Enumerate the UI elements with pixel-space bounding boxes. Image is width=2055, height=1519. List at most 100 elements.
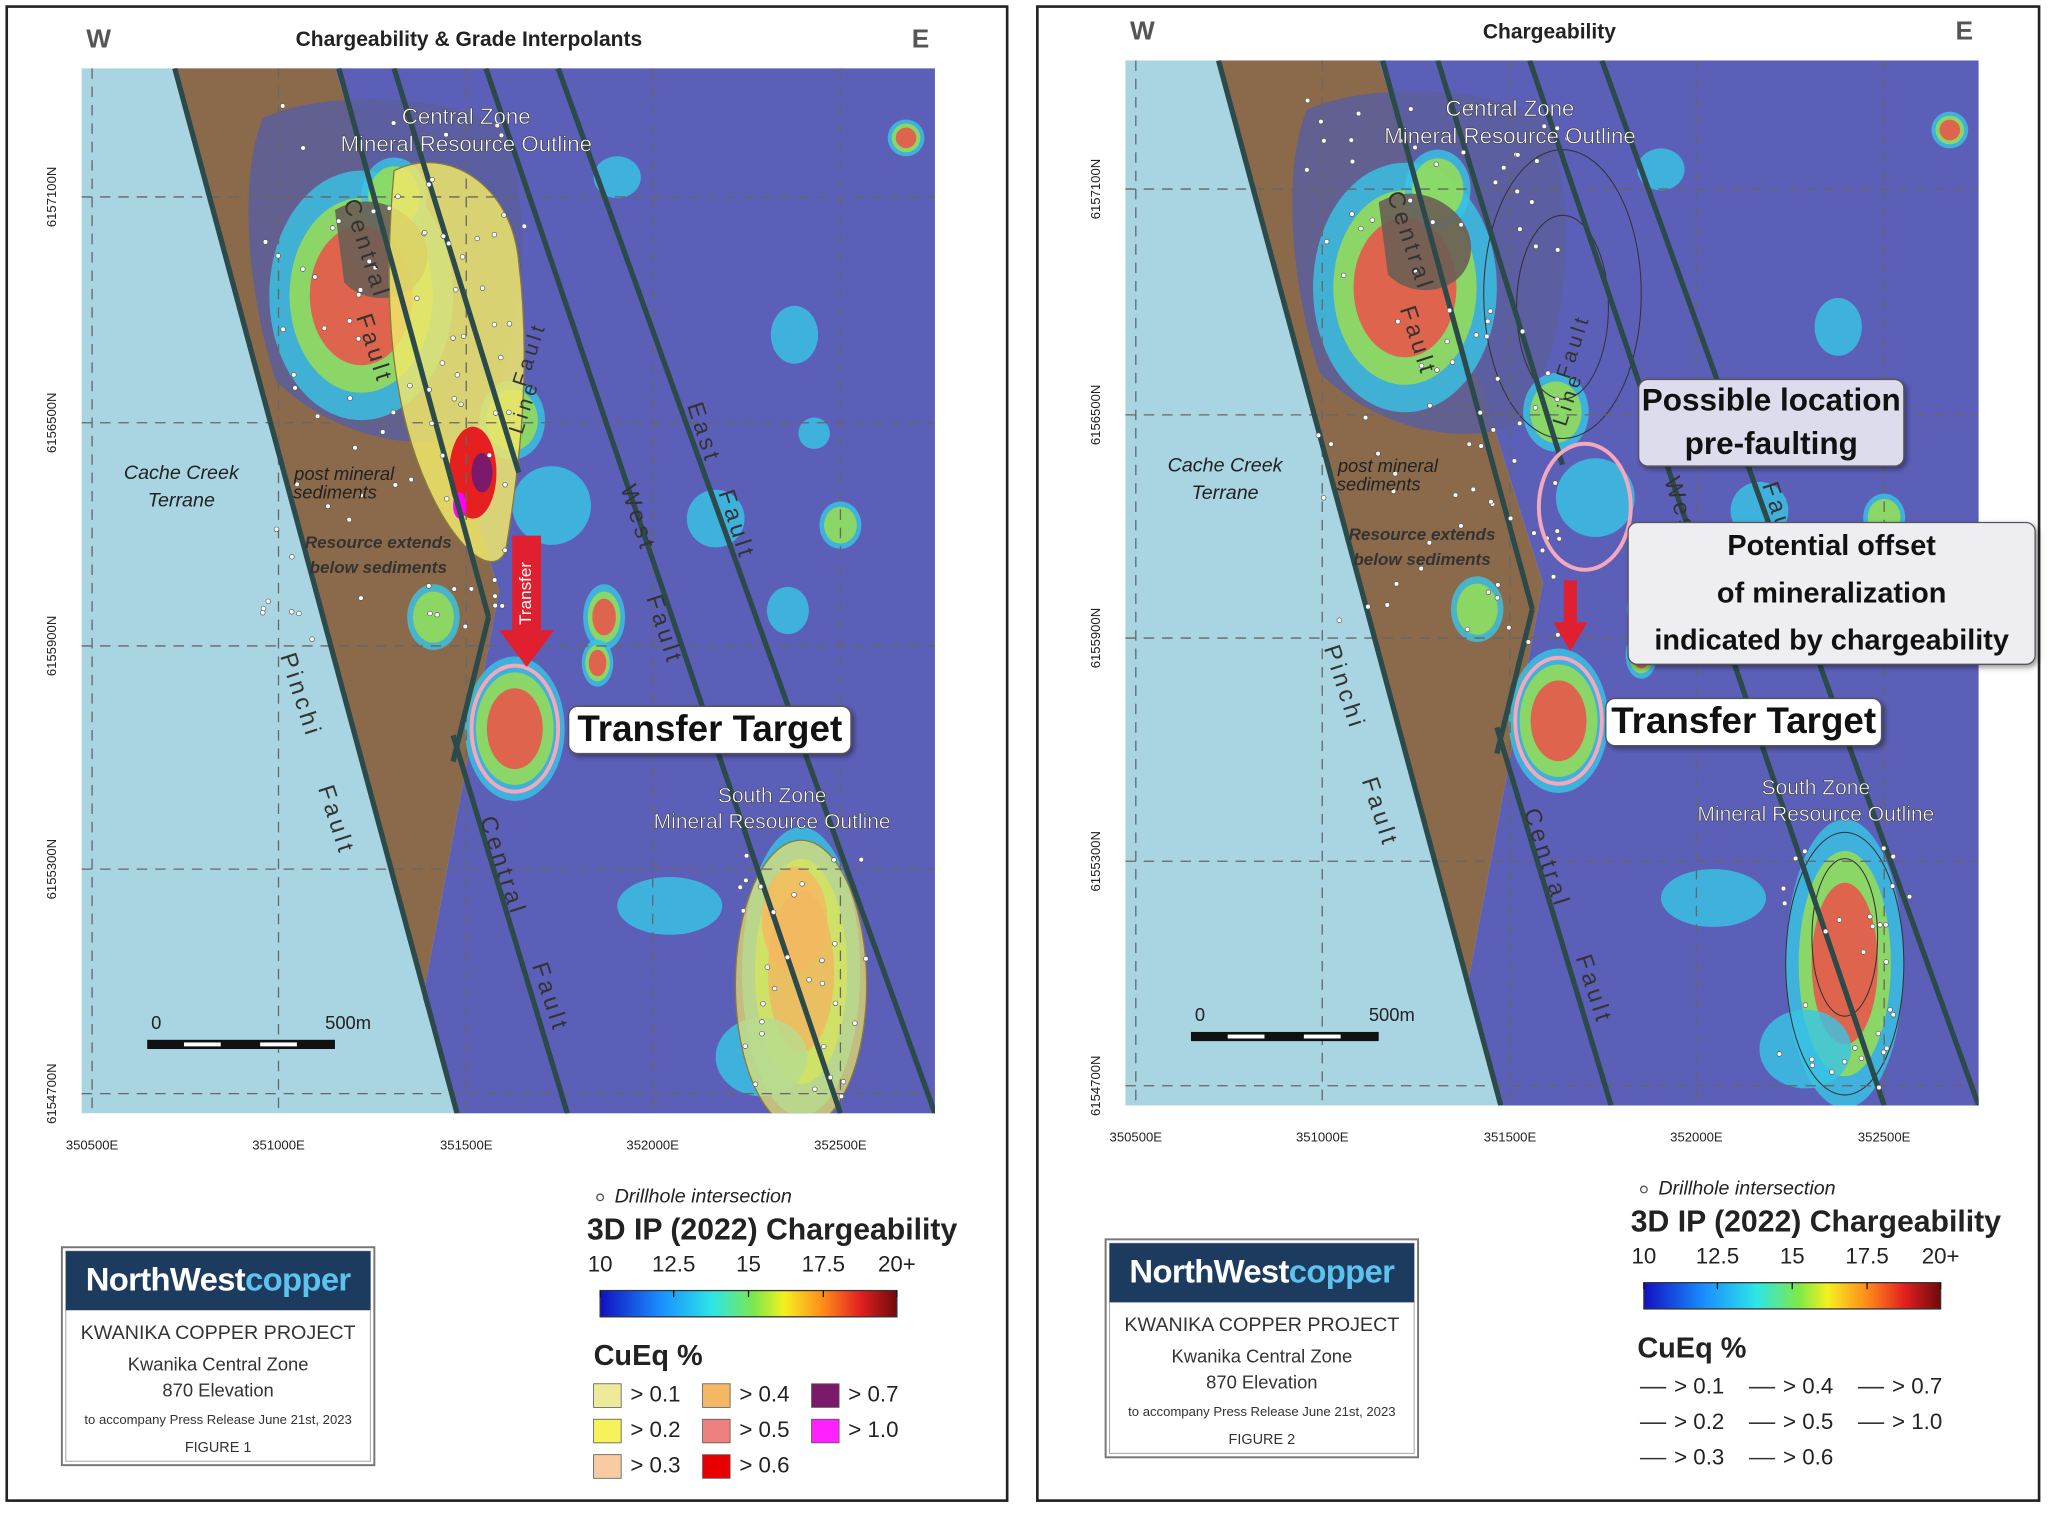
y-tick-label: 6156500N bbox=[1088, 385, 1103, 446]
chargeability-anomaly bbox=[1456, 583, 1498, 635]
chargeability-anomaly bbox=[486, 688, 543, 770]
scale-bar bbox=[1190, 1031, 1379, 1042]
drillhole bbox=[506, 409, 512, 416]
drillhole bbox=[1492, 179, 1499, 186]
drillhole bbox=[770, 909, 777, 915]
drillhole bbox=[1782, 900, 1788, 907]
target-outline bbox=[469, 663, 561, 794]
y-tick-label: 6157100N bbox=[1088, 159, 1103, 220]
legend-text: > 1.0 bbox=[1892, 1409, 1942, 1434]
zone-outline bbox=[1378, 193, 1472, 291]
legend-text: > 0.1 bbox=[1674, 1374, 1724, 1399]
panel-title: Chargeability bbox=[1483, 20, 1616, 43]
drillhole bbox=[743, 877, 749, 884]
legend-swatch bbox=[811, 1383, 840, 1408]
chargeability-anomaly bbox=[592, 598, 616, 636]
callout-text: Transfer Target bbox=[1611, 700, 1876, 741]
direction-east: E bbox=[1955, 16, 1973, 46]
drillhole bbox=[358, 492, 364, 499]
legend-swatch bbox=[702, 1454, 731, 1479]
drillhole bbox=[289, 609, 295, 615]
sediment-area bbox=[1218, 60, 1543, 1106]
drillhole bbox=[380, 429, 386, 435]
grade-contour bbox=[1785, 831, 1905, 1096]
x-tick-label: 351500E bbox=[1484, 1130, 1537, 1145]
colorbar-tick-label: 20+ bbox=[878, 1252, 916, 1277]
map-label: Cache Creek bbox=[1168, 454, 1284, 476]
scale-bar-segment bbox=[260, 1042, 297, 1047]
drillhole bbox=[1517, 226, 1523, 232]
map-label: sediments bbox=[1337, 474, 1421, 495]
drillhole bbox=[280, 326, 286, 333]
drillhole bbox=[260, 610, 266, 616]
drillhole bbox=[1484, 333, 1490, 340]
y-tick-label: 6154700N bbox=[1088, 1055, 1103, 1116]
grade-contour bbox=[1811, 858, 1879, 1017]
drillhole bbox=[1802, 848, 1808, 855]
legend-swatch bbox=[593, 1383, 622, 1408]
drillhole bbox=[1860, 949, 1867, 955]
drillhole bbox=[759, 1019, 765, 1025]
drillhole bbox=[852, 1020, 858, 1026]
drillhole bbox=[1444, 338, 1450, 345]
scale-bar bbox=[147, 1039, 335, 1049]
drillhole bbox=[1487, 308, 1494, 314]
colorbar-tick-label: 12.5 bbox=[1696, 1244, 1739, 1269]
callout-box bbox=[1605, 697, 1883, 747]
drillhole bbox=[1822, 928, 1829, 935]
drillhole bbox=[1564, 135, 1571, 142]
drillhole bbox=[819, 980, 826, 987]
drillhole bbox=[1906, 894, 1913, 900]
drillhole bbox=[1349, 211, 1355, 217]
map-label: South Zone bbox=[1762, 777, 1871, 800]
drillhole bbox=[1468, 103, 1474, 109]
colorbar-tick-label: 20+ bbox=[1922, 1244, 1960, 1269]
drillhole bbox=[280, 103, 286, 109]
map: Transfer Central Zone Mineral Resource Out… bbox=[81, 68, 935, 1114]
legend-text: > 1.0 bbox=[848, 1417, 898, 1442]
drillhole bbox=[1321, 138, 1327, 144]
drillhole bbox=[459, 254, 466, 260]
transfer-arrow bbox=[1553, 580, 1588, 652]
drillhole bbox=[462, 623, 468, 630]
chargeability-anomaly bbox=[1939, 119, 1961, 141]
drillhole bbox=[1883, 959, 1889, 965]
y-tick-label: 6155900N bbox=[1088, 608, 1103, 669]
drillhole bbox=[1452, 492, 1459, 498]
drillhole bbox=[806, 977, 812, 983]
drillhole bbox=[312, 274, 318, 280]
legend-swatch bbox=[702, 1418, 731, 1444]
drillhole bbox=[357, 287, 364, 293]
logo-text: to accompany Press Release June 21st, 20… bbox=[84, 1412, 351, 1427]
map-label: Mineral Resource Outline bbox=[1697, 803, 1934, 826]
drillhole bbox=[408, 476, 414, 483]
drillhole bbox=[760, 1001, 766, 1007]
fault-line bbox=[1215, 60, 1504, 1106]
drillhole bbox=[858, 856, 864, 863]
drillhole bbox=[458, 401, 464, 408]
legend-swatch bbox=[811, 1418, 840, 1444]
panel-frame bbox=[5, 5, 1009, 1502]
drillhole bbox=[1349, 158, 1356, 165]
y-tick-label: 6155300N bbox=[1088, 831, 1103, 892]
drillhole bbox=[832, 941, 838, 947]
drillhole bbox=[1412, 144, 1418, 151]
drillhole bbox=[434, 612, 440, 618]
drillhole bbox=[390, 120, 397, 126]
drillhole bbox=[1877, 922, 1883, 928]
callout-text: pre-faulting bbox=[1685, 425, 1858, 461]
legend-text: > 0.7 bbox=[1892, 1374, 1942, 1399]
drillhole bbox=[1881, 845, 1887, 852]
drillhole bbox=[426, 181, 432, 188]
drillhole bbox=[492, 602, 498, 609]
drillhole bbox=[742, 1043, 748, 1049]
logo-part: NorthWest bbox=[1129, 1252, 1289, 1289]
callout-text: indicated by chargeability bbox=[1654, 625, 2009, 657]
drillhole bbox=[1328, 441, 1334, 447]
drillhole bbox=[784, 954, 791, 960]
drillhole bbox=[1304, 167, 1310, 173]
drillhole bbox=[1556, 536, 1562, 542]
drillhole bbox=[1348, 137, 1354, 143]
drillhole bbox=[429, 420, 435, 427]
drillhole bbox=[1449, 359, 1456, 365]
